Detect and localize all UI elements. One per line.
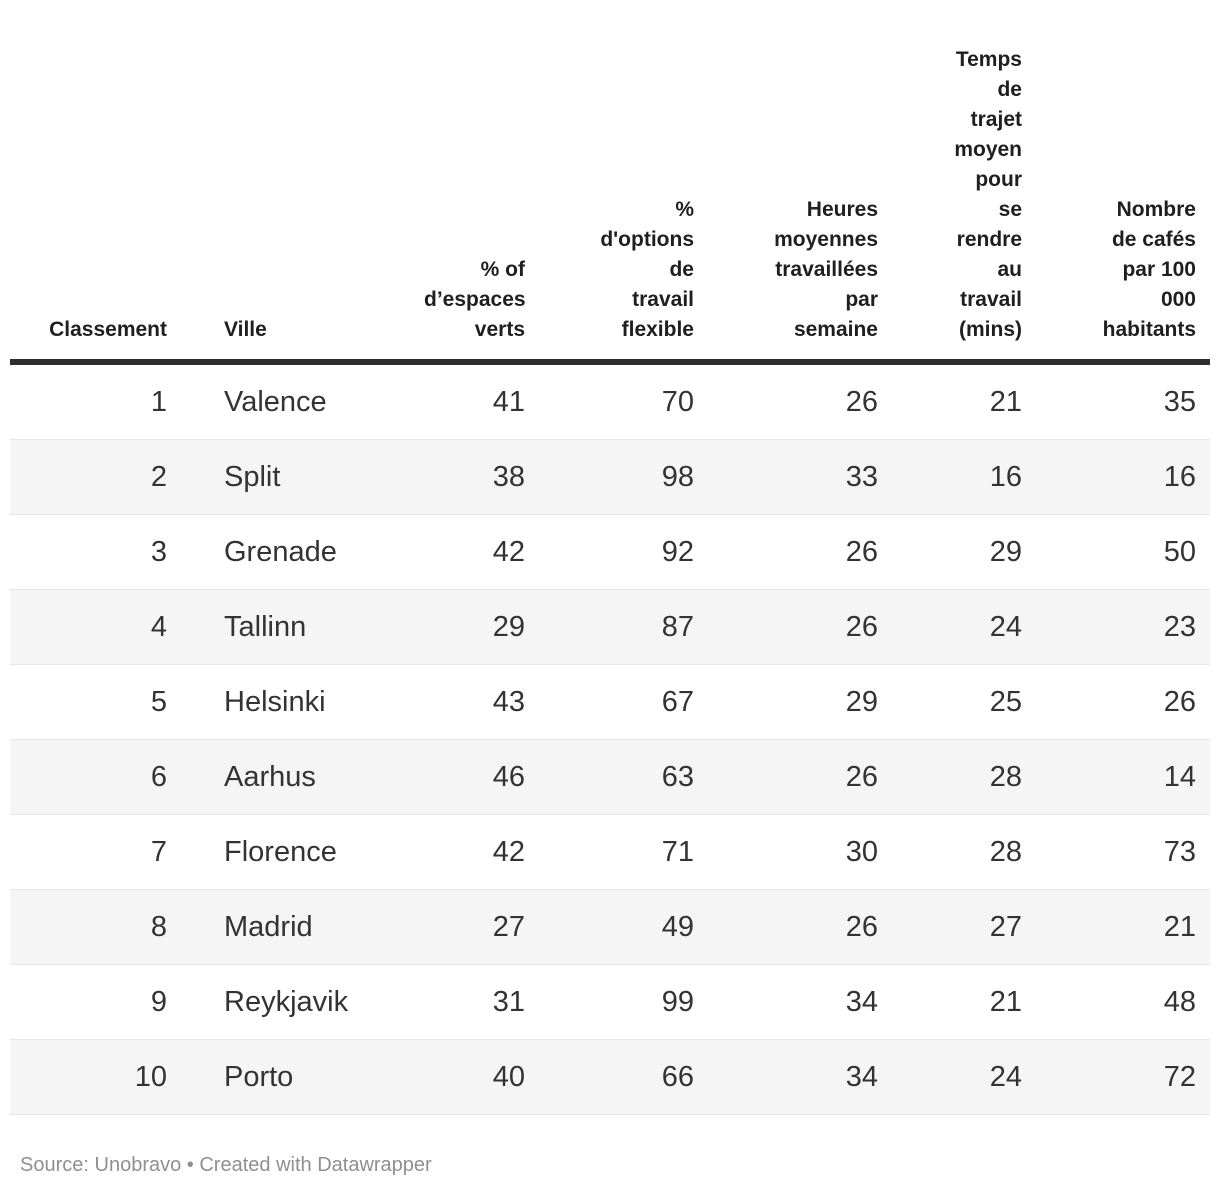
cell-heures-travaillees: 29 bbox=[708, 664, 892, 740]
cell-espaces-verts: 42 bbox=[410, 814, 539, 890]
cell-ville: Valence bbox=[224, 385, 327, 418]
source-footer: Source: Unobravo • Created with Datawrap… bbox=[20, 1151, 1200, 1179]
cell-temps-trajet: 28 bbox=[892, 814, 1036, 890]
column-header-temps-trajet: Temps de trajet moyen pour se rendre au … bbox=[892, 45, 1036, 365]
cell-cafes: 48 bbox=[1036, 964, 1210, 1040]
cell-heures-travaillees: 26 bbox=[708, 514, 892, 590]
column-header-travail-flexible: % d'options de travail flexible bbox=[539, 45, 708, 365]
cell-travail-flexible: 63 bbox=[539, 739, 708, 815]
cell-heures-travaillees: 26 bbox=[708, 589, 892, 665]
column-header-cafes: Nombre de cafés par 100 000 habitants bbox=[1036, 45, 1210, 365]
cell-travail-flexible: 98 bbox=[539, 439, 708, 515]
cell-ville: Porto bbox=[181, 1039, 410, 1115]
cell-classement: 8 bbox=[10, 889, 181, 965]
source-label: Source: bbox=[20, 1154, 89, 1176]
cell-espaces-verts: 46 bbox=[410, 739, 539, 815]
cell-classement: 10 bbox=[10, 1039, 181, 1115]
cell-classement: 5 bbox=[10, 664, 181, 740]
cell-cafes: 21 bbox=[1036, 889, 1210, 965]
table-row: 7 Florence 42 71 30 28 73 bbox=[10, 814, 1210, 890]
table-row: 5 Helsinki 43 67 29 25 26 bbox=[10, 664, 1210, 740]
cell-temps-trajet: 21 bbox=[892, 964, 1036, 1040]
header-row: Classement Ville% of d’espaces verts% d'o… bbox=[10, 45, 1210, 365]
cell-temps-trajet: 16 bbox=[892, 439, 1036, 515]
cell-espaces-verts: 43 bbox=[410, 664, 539, 740]
cell-heures-travaillees: 26 bbox=[708, 889, 892, 965]
cell-travail-flexible: 66 bbox=[539, 1039, 708, 1115]
cell-espaces-verts: 42 bbox=[410, 514, 539, 590]
cell-travail-flexible: 67 bbox=[539, 664, 708, 740]
footer-separator: • bbox=[186, 1154, 194, 1176]
cell-ville: Florence bbox=[181, 814, 410, 890]
cell-heures-travaillees: 33 bbox=[708, 439, 892, 515]
cell-espaces-verts: 38 bbox=[410, 439, 539, 515]
cell-classement: 2 bbox=[10, 439, 181, 515]
cell-heures-travaillees: 26 bbox=[708, 739, 892, 815]
cell-temps-trajet: 25 bbox=[892, 664, 1036, 740]
column-header-classement: Classement bbox=[10, 45, 181, 365]
city-ranking-table: Classement Ville% of d’espaces verts% d'o… bbox=[10, 45, 1210, 1115]
cell-espaces-verts: 27 bbox=[410, 889, 539, 965]
cell-cafes: 50 bbox=[1036, 514, 1210, 590]
cell-cafes: 73 bbox=[1036, 814, 1210, 890]
cell-ville: Tallinn bbox=[181, 589, 410, 665]
cell-ville: Madrid bbox=[181, 889, 410, 965]
cell-travail-flexible: 71 bbox=[539, 814, 708, 890]
table-row: 3 Grenade 42 92 26 29 50 bbox=[10, 514, 1210, 590]
cell-temps-trajet: 29 bbox=[892, 514, 1036, 590]
cell-heures-travaillees: 30 bbox=[708, 814, 892, 890]
cell-classement: 4 bbox=[10, 589, 181, 665]
cell-ville: Aarhus bbox=[181, 739, 410, 815]
cell-classement: 9 bbox=[10, 964, 181, 1040]
cell-temps-trajet: 21 bbox=[989, 385, 1022, 418]
cell-ville: Reykjavik bbox=[181, 964, 410, 1040]
source-link[interactable]: Unobravo bbox=[94, 1154, 182, 1176]
cell-temps-trajet: 28 bbox=[892, 739, 1036, 815]
table-row: 1 Valence 41 70 26 21 35 bbox=[10, 362, 1210, 440]
table-head: Classement Ville% of d’espaces verts% d'o… bbox=[10, 45, 1210, 365]
table-row: 4 Tallinn 29 87 26 24 23 bbox=[10, 589, 1210, 665]
cell-travail-flexible: 99 bbox=[539, 964, 708, 1040]
cell-cafes: 35 bbox=[1163, 385, 1196, 418]
table-body: 1 Valence 41 70 26 21 35 2 Split 38 98 33 16 16 3 Grena… bbox=[10, 362, 1210, 1115]
cell-cafes: 23 bbox=[1036, 589, 1210, 665]
datawrapper-attribution-link[interactable]: Created with Datawrapper bbox=[199, 1154, 432, 1176]
cell-espaces-verts: 31 bbox=[410, 964, 539, 1040]
column-header-ville: Ville bbox=[181, 45, 410, 365]
cell-travail-flexible: 49 bbox=[539, 889, 708, 965]
cell-espaces-verts: 41 bbox=[492, 385, 525, 418]
cell-espaces-verts: 40 bbox=[410, 1039, 539, 1115]
cell-heures-travaillees: 34 bbox=[708, 964, 892, 1040]
cell-travail-flexible: 92 bbox=[539, 514, 708, 590]
cell-cafes: 26 bbox=[1036, 664, 1210, 740]
cell-travail-flexible: 87 bbox=[539, 589, 708, 665]
cell-ville: Helsinki bbox=[181, 664, 410, 740]
cell-temps-trajet: 24 bbox=[892, 589, 1036, 665]
cell-espaces-verts: 29 bbox=[410, 589, 539, 665]
cell-classement: 1 bbox=[150, 385, 167, 418]
cell-travail-flexible: 70 bbox=[661, 385, 694, 418]
table-row: 9 Reykjavik 31 99 34 21 48 bbox=[10, 964, 1210, 1040]
column-header-heures-travaillees: Heures moyennes travaillées par semaine bbox=[708, 45, 892, 365]
cell-ville: Split bbox=[181, 439, 410, 515]
table-row: 2 Split 38 98 33 16 16 bbox=[10, 439, 1210, 515]
column-header-espaces-verts: % of d’espaces verts bbox=[410, 45, 539, 365]
cell-heures-travaillees: 26 bbox=[845, 385, 878, 418]
cell-heures-travaillees: 34 bbox=[708, 1039, 892, 1115]
cell-classement: 6 bbox=[10, 739, 181, 815]
cell-cafes: 16 bbox=[1036, 439, 1210, 515]
cell-ville: Grenade bbox=[181, 514, 410, 590]
cell-temps-trajet: 27 bbox=[892, 889, 1036, 965]
cell-temps-trajet: 24 bbox=[892, 1039, 1036, 1115]
cell-classement: 3 bbox=[10, 514, 181, 590]
cell-classement: 7 bbox=[10, 814, 181, 890]
cell-cafes: 14 bbox=[1036, 739, 1210, 815]
table-row: 6 Aarhus 46 63 26 28 14 bbox=[10, 739, 1210, 815]
table-row: 10 Porto 40 66 34 24 72 bbox=[10, 1039, 1210, 1115]
cell-cafes: 72 bbox=[1036, 1039, 1210, 1115]
table-row: 8 Madrid 27 49 26 27 21 bbox=[10, 889, 1210, 965]
